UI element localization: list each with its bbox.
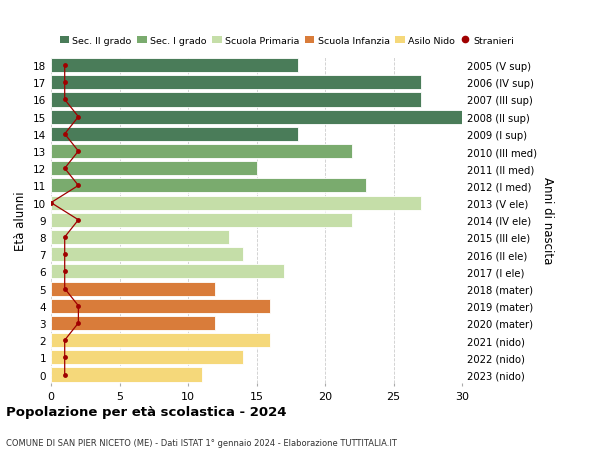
Bar [51,316,215,330]
Bar [51,351,243,364]
Bar [51,333,270,347]
Legend: Sec. II grado, Sec. I grado, Scuola Primaria, Scuola Infanzia, Asilo Nido, Stran: Sec. II grado, Sec. I grado, Scuola Prim… [56,33,518,50]
Text: Popolazione per età scolastica - 2024: Popolazione per età scolastica - 2024 [6,405,287,419]
Bar [51,265,284,279]
Bar [51,59,298,73]
Bar [51,282,215,296]
Bar [51,76,421,90]
Y-axis label: Anni di nascita: Anni di nascita [541,177,554,264]
Bar [51,162,257,176]
Bar [51,128,298,141]
Bar [51,247,243,262]
Text: COMUNE DI SAN PIER NICETO (ME) - Dati ISTAT 1° gennaio 2024 - Elaborazione TUTTI: COMUNE DI SAN PIER NICETO (ME) - Dati IS… [6,438,397,447]
Bar [51,110,462,124]
Bar [51,230,229,245]
Bar [51,179,366,193]
Bar [51,368,202,382]
Bar [51,213,352,227]
Bar [51,196,421,210]
Bar [51,93,421,107]
Bar [51,299,270,313]
Y-axis label: Età alunni: Età alunni [14,190,28,250]
Bar [51,145,352,159]
